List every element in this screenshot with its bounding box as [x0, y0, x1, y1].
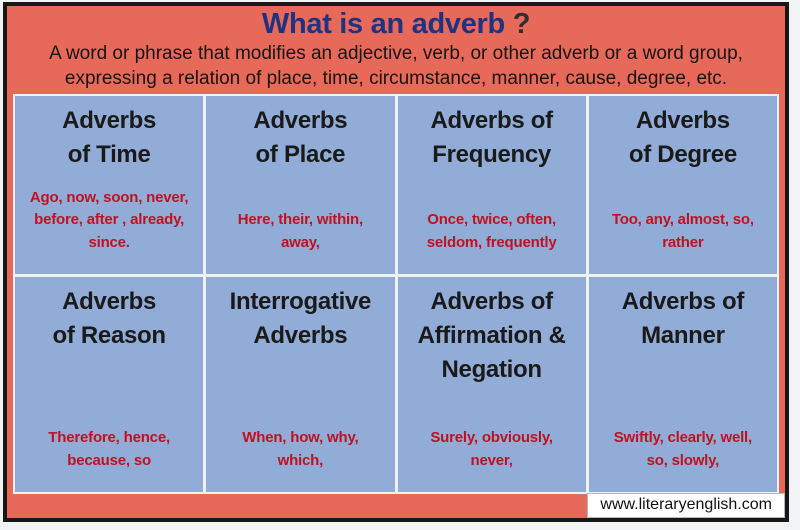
grid-cell-degree: Adverbs of Degree Too, any, almost, so, …: [588, 96, 777, 274]
grid-cell-place: Adverbs of Place Here, their, within, aw…: [206, 96, 395, 274]
cell-heading: Adverbs of Affirmation & Negation: [417, 288, 566, 383]
grid-cell-time: Adverbs of Time Ago, now, soon, never, b…: [15, 96, 204, 274]
cell-heading: Adverbs of Time: [62, 107, 157, 168]
page-title: What is an adverb ?: [7, 7, 785, 41]
infographic-frame: What is an adverb ? A word or phrase tha…: [3, 2, 789, 522]
grid-cell-manner: Adverbs of Manner Swiftly, clearly, well…: [588, 277, 777, 492]
cell-words: Here, their, within, away,: [237, 211, 363, 251]
grid-cell-frequency: Adverbs of Frequency Once, twice, often,…: [397, 96, 586, 274]
page-title-text: What is an adverb: [261, 8, 505, 40]
cell-words: Too, any, almost, so, rather: [611, 211, 754, 251]
cell-heading: Interrogative Adverbs: [229, 288, 372, 349]
header: What is an adverb ? A word or phrase tha…: [7, 6, 785, 91]
cell-heading: Adverbs of Degree: [628, 107, 737, 168]
page-subtitle: A word or phrase that modifies an adject…: [49, 43, 743, 89]
grid-cell-affirmation-negation: Adverbs of Affirmation & Negation Surely…: [397, 277, 586, 492]
adverb-types-grid: Adverbs of Time Ago, now, soon, never, b…: [13, 94, 779, 494]
website-url: www.literaryenglish.com: [600, 496, 772, 513]
title-question-mark: ?: [504, 8, 531, 40]
grid-cell-interrogative: Interrogative Adverbs When, how, why, wh…: [206, 277, 395, 492]
cell-heading: Adverbs of Frequency: [430, 107, 553, 168]
cell-words: Therefore, hence, because, so: [48, 429, 170, 469]
website-box: www.literaryenglish.com: [587, 493, 785, 518]
grid-cell-reason: Adverbs of Reason Therefore, hence, beca…: [15, 277, 204, 492]
cell-words: Surely, obviously, never,: [430, 429, 553, 469]
cell-words: Once, twice, often, seldom, frequently: [426, 211, 557, 251]
cell-heading: Adverbs of Manner: [621, 288, 745, 349]
cell-words: Ago, now, soon, never, before, after , a…: [29, 188, 189, 251]
cell-words: Swiftly, clearly, well, so, slowly,: [613, 429, 752, 469]
cell-heading: Adverbs of Place: [253, 107, 348, 168]
cell-words: When, how, why, which,: [242, 429, 359, 469]
cell-heading: Adverbs of Reason: [52, 288, 166, 349]
